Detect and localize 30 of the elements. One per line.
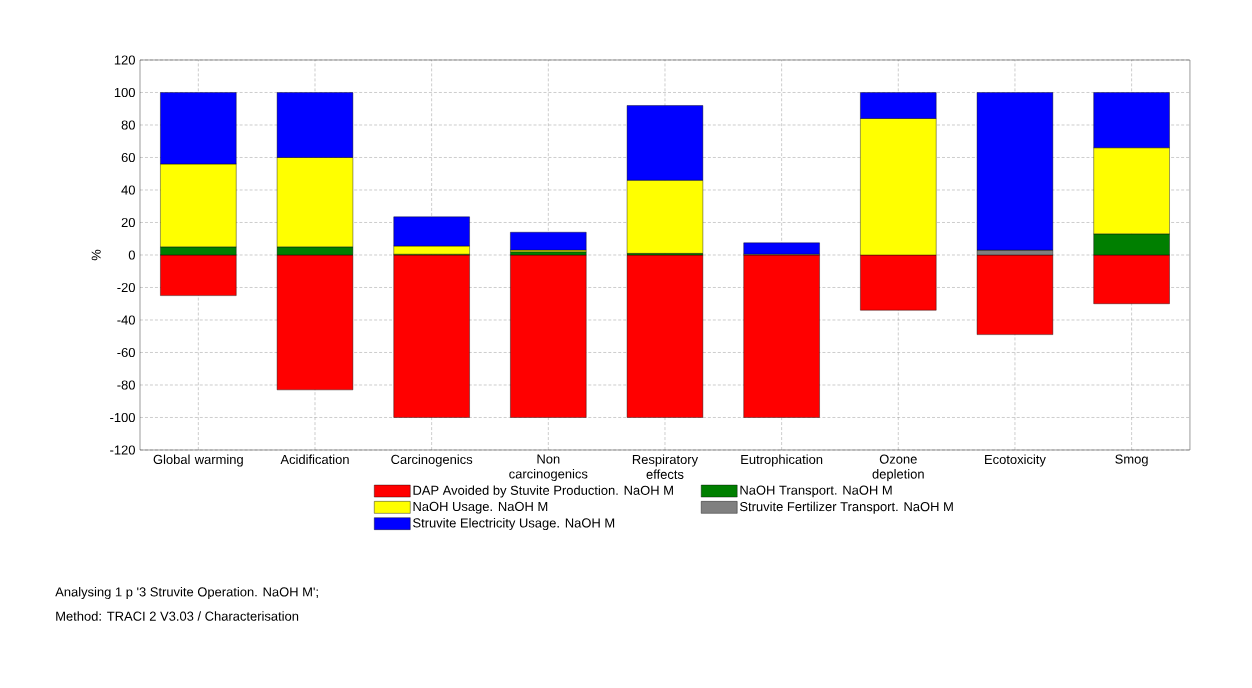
legend-label: NaOH Usage. NaOH M (413, 501, 548, 514)
x-tick-label: Carcinogenics (391, 454, 473, 467)
y-tick-label: -120 (110, 445, 135, 455)
y-tick-label: -80 (117, 380, 135, 390)
y-tick-label: 20 (121, 217, 135, 228)
x-tick-label: Ecotoxicity (985, 454, 1046, 467)
legend-label: NaOH Transport. NaOH M (740, 485, 892, 498)
y-tick-label: 60 (121, 152, 135, 163)
x-tick-label: Smog (1115, 454, 1148, 467)
legend-label: DAP Avoided by Stuvite Production. NaOH M (413, 485, 673, 498)
legend-label: Struvite Electricity Usage. NaOH M (413, 518, 615, 531)
x-tick-label: Non carcinogenics (509, 454, 588, 482)
y-tick-label: 0 (128, 250, 135, 260)
y-tick-label: 100 (114, 87, 135, 98)
x-tick-label: Respiratory effects (632, 454, 699, 479)
y-tick-label: -20 (117, 282, 135, 293)
text: Method: TRACI 2 V3.03 / Characterisation (56, 611, 299, 621)
text: Analysing 1 p '3 Struvite Operation. NaOH M'; (55, 586, 318, 600)
y-tick-label: -40 (117, 315, 135, 325)
y-tick-label: 120 (114, 55, 135, 65)
x-tick-label: Ozone depletion (872, 454, 924, 482)
y-tick-label: 40 (121, 185, 135, 195)
x-tick-label: Eutrophication (741, 454, 823, 467)
y-tick-label: -60 (117, 347, 135, 358)
legend-label: Struvite Fertilizer Transport. NaOH M (740, 501, 953, 514)
y-axis-title: % (91, 249, 101, 261)
x-tick-label: Acidification (280, 454, 349, 465)
x-tick-label: Global warming (153, 454, 243, 467)
y-tick-label: -100 (110, 412, 135, 423)
y-tick-label: 80 (121, 120, 135, 130)
